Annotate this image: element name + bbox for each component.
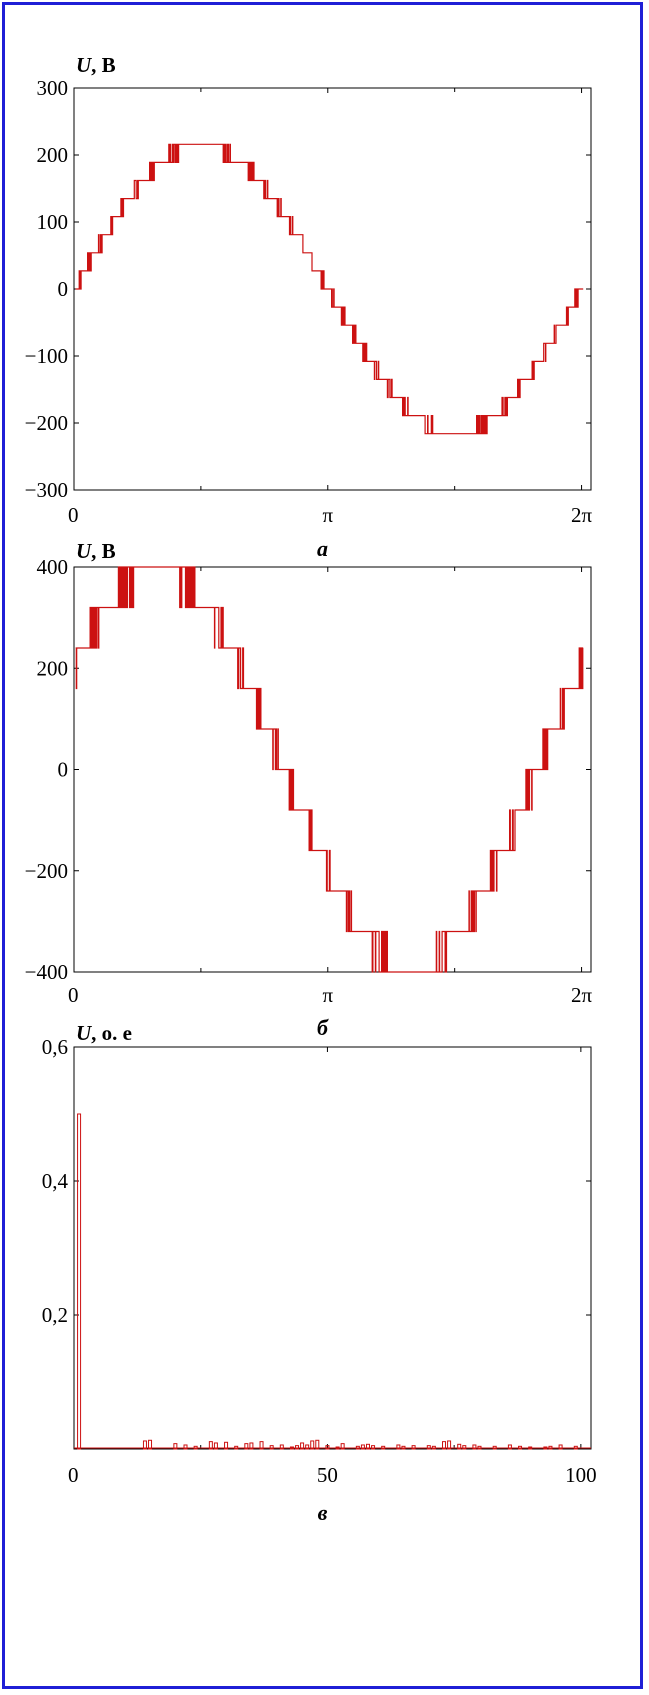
x-tick-label: 2π xyxy=(571,983,593,1007)
harmonic-bar xyxy=(558,1444,563,1450)
x-tick-label: 0 xyxy=(68,1463,79,1487)
y-axis-symbol: U xyxy=(76,539,93,563)
harmonic-bar xyxy=(492,1445,497,1450)
y-tick-label: 0,2 xyxy=(42,1303,68,1327)
y-axis-unit: , В xyxy=(91,53,116,77)
y-axis-symbol: U xyxy=(76,53,93,77)
harmonic-bar xyxy=(447,1440,452,1450)
harmonic-bar xyxy=(259,1441,264,1450)
y-axis-label: U, В xyxy=(76,539,116,563)
harmonic-bar xyxy=(305,1444,310,1450)
y-tick-label: 0 xyxy=(58,277,69,301)
harmonic-bar xyxy=(310,1440,315,1450)
harmonic-bar xyxy=(477,1445,482,1450)
signal-line-a xyxy=(75,143,584,435)
harmonic-bar xyxy=(224,1441,229,1450)
harmonic-bar xyxy=(148,1439,153,1450)
signal-line-b xyxy=(75,566,584,973)
harmonic-bar xyxy=(173,1443,178,1450)
x-tick-label: 100 xyxy=(565,1463,597,1487)
y-axis-unit: , В xyxy=(91,539,116,563)
y-tick-label: −400 xyxy=(25,960,68,984)
harmonic-bar xyxy=(548,1445,553,1450)
harmonic-bar xyxy=(244,1443,249,1450)
harmonic-bar xyxy=(213,1442,218,1450)
harmonic-bar xyxy=(249,1442,254,1450)
x-tick-label: π xyxy=(322,503,333,527)
y-axis-unit: , о. е xyxy=(91,1021,132,1045)
harmonic-bar xyxy=(472,1444,477,1450)
y-tick-label: 200 xyxy=(37,656,69,680)
harmonic-bar xyxy=(401,1445,406,1450)
harmonic-bar xyxy=(279,1444,284,1450)
harmonic-bar xyxy=(411,1445,416,1450)
y-tick-label: 0 xyxy=(58,758,69,782)
y-axis-label: U, В xyxy=(76,53,116,77)
harmonic-bar xyxy=(183,1444,188,1450)
x-tick-label: 2π xyxy=(571,503,593,527)
panel-caption: в xyxy=(318,1500,328,1525)
harmonic-bar xyxy=(426,1445,431,1450)
y-tick-label: −300 xyxy=(25,478,68,502)
y-tick-label: −100 xyxy=(25,344,68,368)
harmonic-bar xyxy=(365,1443,370,1450)
harmonic-bar xyxy=(371,1445,376,1450)
harmonic-bar xyxy=(507,1444,512,1450)
harmonic-bar xyxy=(142,1440,147,1450)
harmonic-bar xyxy=(462,1445,467,1450)
harmonic-bar xyxy=(234,1445,239,1450)
harmonic-bar xyxy=(528,1446,533,1450)
harmonic-bar xyxy=(340,1443,345,1450)
harmonic-bar xyxy=(315,1439,320,1450)
panel-caption: б xyxy=(317,1015,329,1040)
harmonic-bar xyxy=(325,1445,330,1450)
y-tick-label: 200 xyxy=(37,143,69,167)
y-tick-label: −200 xyxy=(25,411,68,435)
harmonic-bar xyxy=(269,1445,274,1450)
harmonic-bar xyxy=(208,1441,213,1450)
plot-area-c xyxy=(73,1046,592,1450)
chart-panel-c: 0,6 0,4 0,2 0 50 100 U, о. е в xyxy=(42,1021,597,1525)
x-tick-label: π xyxy=(322,983,333,1007)
panel-caption: а xyxy=(317,536,328,561)
harmonic-bar xyxy=(442,1441,447,1450)
harmonic-bar xyxy=(360,1444,365,1450)
x-tick-label: 0 xyxy=(68,983,79,1007)
harmonic-bar xyxy=(335,1446,340,1450)
harmonic-bar xyxy=(396,1444,401,1450)
y-tick-label: 400 xyxy=(37,555,69,579)
y-tick-label: 100 xyxy=(37,210,69,234)
harmonic-bar xyxy=(381,1445,386,1450)
harmonic-bar xyxy=(300,1442,305,1450)
y-axis-label: U, о. е xyxy=(76,1021,132,1045)
y-tick-label: 0,4 xyxy=(42,1169,69,1193)
harmonic-bar xyxy=(289,1446,294,1450)
harmonic-bar xyxy=(518,1445,523,1450)
y-tick-label: 300 xyxy=(37,76,69,100)
harmonic-bar xyxy=(457,1443,462,1450)
harmonic-bar xyxy=(193,1445,198,1450)
x-tick-label: 50 xyxy=(317,1463,338,1487)
harmonic-bar xyxy=(355,1445,360,1450)
y-tick-label: 0,6 xyxy=(42,1035,68,1059)
harmonic-bar xyxy=(295,1445,300,1450)
harmonic-bar xyxy=(431,1445,436,1450)
harmonic-bar xyxy=(543,1446,548,1450)
plot-area-b xyxy=(73,566,592,973)
y-tick-label: −200 xyxy=(25,859,68,883)
x-tick-label: 0 xyxy=(68,503,79,527)
harmonic-bar xyxy=(77,1113,82,1450)
y-axis-symbol: U xyxy=(76,1021,93,1045)
harmonic-bar xyxy=(573,1445,578,1450)
